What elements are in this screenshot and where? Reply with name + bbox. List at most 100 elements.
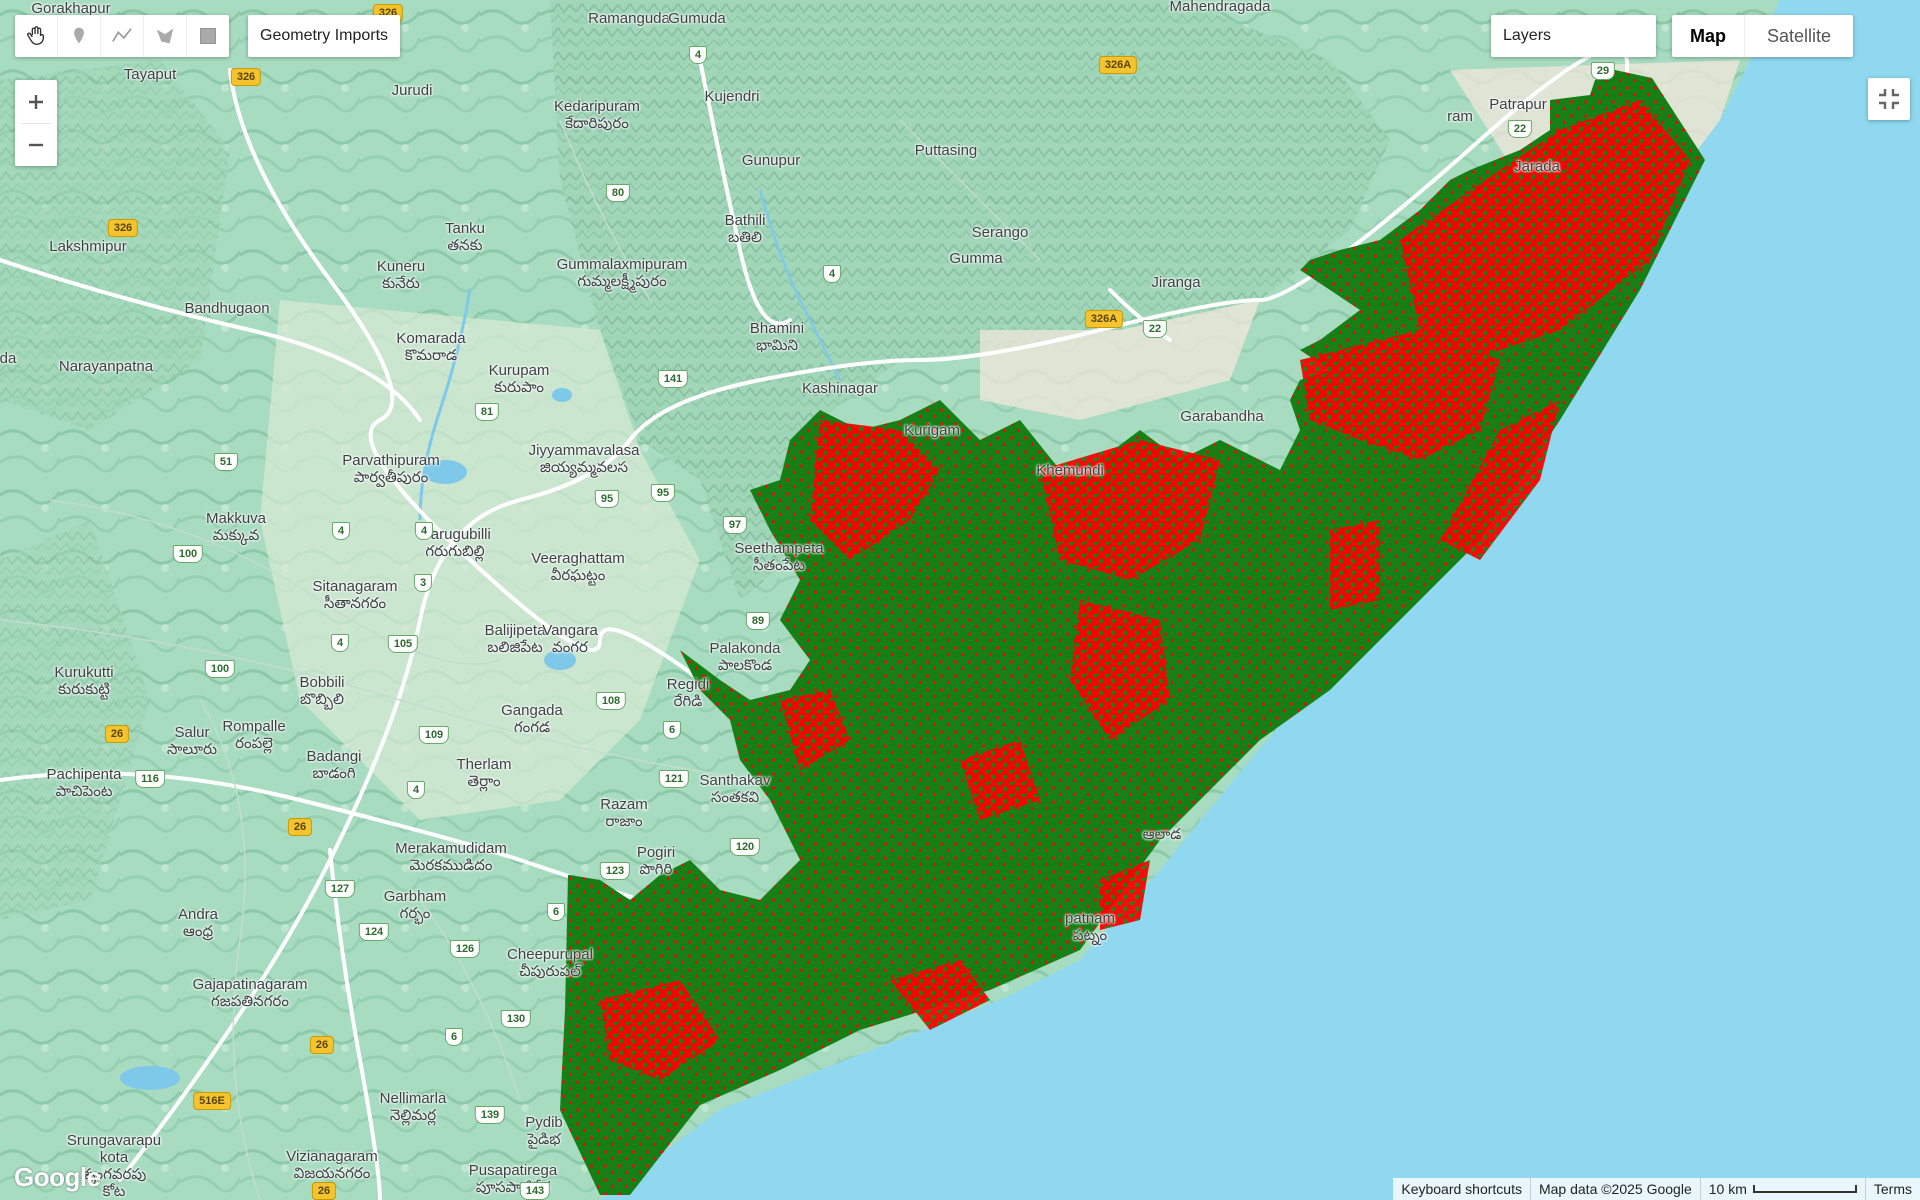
place-label: da	[0, 350, 17, 367]
place-label: Khemundi	[1036, 462, 1104, 479]
road-shield: 95	[650, 484, 676, 502]
place-label: Puttasing	[914, 142, 978, 159]
map-type-satellite-button[interactable]: Satellite	[1744, 15, 1853, 57]
road-shield: 127	[324, 880, 356, 898]
place-label: Merakamudidam మెరకముడిదం	[395, 840, 507, 874]
layers-button[interactable]: Layers	[1491, 15, 1656, 57]
place-label: Serango	[971, 224, 1029, 241]
road-shield: 6	[546, 903, 566, 921]
place-label: Bathili బతిలి	[724, 212, 766, 246]
map-data-attribution: Map data ©2025 Google	[1529, 1178, 1700, 1200]
scale-bar	[1752, 1185, 1857, 1193]
place-label: Rompalle రంపల్లె	[222, 718, 286, 752]
road-shield: 108	[595, 692, 627, 710]
place-label: Pachipenta పాచిపెంట	[46, 766, 122, 800]
place-label: Bhamini భామిని	[749, 320, 805, 354]
road-shield: 80	[605, 184, 631, 202]
place-label: Balijipeta బలిజిపేట	[484, 622, 546, 656]
road-shield: 326	[107, 219, 139, 237]
place-label: Kujendri	[704, 88, 760, 105]
pan-hand-icon[interactable]	[15, 15, 58, 57]
place-label: Garbham గర్భం	[383, 888, 447, 922]
place-label: Srungavarapu kota శృంగవరపు కోట	[66, 1132, 162, 1200]
place-label: Gumma	[949, 250, 1003, 267]
road-shield: 81	[474, 403, 500, 421]
place-label: Badangi బాడంగి	[306, 748, 362, 782]
road-shield: 26	[104, 725, 130, 743]
drawing-toolbar	[15, 15, 229, 57]
scale-indicator[interactable]: 10 km	[1699, 1178, 1865, 1200]
place-label: Tanku తనకు	[444, 220, 486, 254]
place-label: Razam రాజాం	[600, 796, 648, 830]
place-label: Seethampeta సీతంపేట	[734, 540, 824, 574]
place-label: Pydib పైడిభ	[525, 1114, 563, 1148]
road-shield: 4	[688, 46, 708, 64]
draw-line-icon[interactable]	[101, 15, 144, 57]
place-label: Kuneru కునేరు	[376, 258, 426, 292]
place-label: Gajapatinagaram గజపతినగరం	[192, 976, 308, 1010]
place-label: Jarada	[1514, 158, 1560, 175]
place-label: ram	[1447, 108, 1473, 125]
draw-polygon-icon[interactable]	[144, 15, 187, 57]
place-label: Pogiri పొగిరి	[636, 844, 676, 878]
minus-icon	[29, 143, 43, 146]
place-label: Kurupam కురుపాం	[488, 362, 550, 396]
road-shield: 26	[309, 1036, 335, 1054]
place-label: Bobbili బొబ్బిలి	[299, 674, 345, 708]
road-shield: 89	[745, 612, 771, 630]
place-label: Patrapur	[1489, 96, 1547, 113]
place-label: ఆలాడ	[1142, 826, 1182, 843]
place-label: Garugubilli గరుగుబిల్లి	[419, 526, 491, 560]
place-label: Gummalaxmipuram గుమ్మలక్ష్మీపురం	[556, 256, 688, 290]
road-shield: 124	[358, 923, 390, 941]
place-label: Kurukutti కురుకుట్టి	[54, 664, 114, 698]
place-label: Nellimarla నెల్లిమర్ల	[379, 1090, 447, 1124]
scale-label: 10 km	[1708, 1181, 1747, 1197]
place-label: Veeraghattam వీరఘట్టం	[531, 550, 625, 584]
place-label: Komarada కొమరాడ	[396, 330, 466, 364]
road-shield: 95	[594, 490, 620, 508]
road-shield: 143	[519, 1182, 551, 1200]
road-shield: 3	[413, 574, 433, 592]
place-label: Sitanagaram సీతానగరం	[312, 578, 398, 612]
road-shield: 326A	[1098, 56, 1138, 74]
zoom-out-button[interactable]	[15, 123, 57, 166]
road-shield: 100	[204, 660, 236, 678]
fullscreen-button[interactable]	[1868, 78, 1910, 120]
place-label: Kurigam	[904, 422, 960, 439]
point-marker-icon[interactable]	[58, 15, 101, 57]
draw-rectangle-icon[interactable]	[187, 15, 229, 57]
place-label: Tayaput	[123, 66, 177, 83]
place-label: Parvathipuram పార్వతీపురం	[342, 452, 440, 486]
road-shield: 105	[387, 635, 419, 653]
map-type-control: Map Satellite	[1672, 15, 1854, 57]
place-label: Palakonda పాలకొండ	[709, 640, 781, 674]
road-shield: 6	[662, 721, 682, 739]
road-shield: 121	[658, 770, 690, 788]
place-label: Vangara వంగర	[542, 622, 598, 656]
terms-link[interactable]: Terms	[1864, 1178, 1920, 1200]
place-label: Garabandha	[1180, 408, 1264, 425]
road-shield: 326	[230, 68, 262, 86]
road-shield: 4	[331, 522, 351, 540]
zoom-in-button[interactable]	[15, 80, 57, 123]
geometry-imports-button[interactable]: Geometry Imports	[248, 15, 401, 57]
place-label: Makkuva మక్కువ	[205, 510, 267, 544]
google-logo: Google	[14, 1162, 101, 1192]
map-type-map-button[interactable]: Map	[1690, 25, 1726, 46]
keyboard-shortcuts-link[interactable]: Keyboard shortcuts	[1401, 1181, 1522, 1197]
place-label: Cheepurupal చీపురుపల్	[507, 946, 593, 980]
road-shield: 4	[414, 522, 434, 540]
road-shield: 29	[1590, 62, 1616, 80]
road-shield: 123	[599, 862, 631, 880]
place-label: Therlam తెర్లాం	[456, 756, 512, 790]
place-label: Gunupur	[741, 152, 801, 169]
road-shield: 109	[418, 726, 450, 744]
road-shield: 4	[406, 781, 426, 799]
place-label: Mahendragada	[1169, 0, 1271, 15]
road-shield: 326A	[1084, 310, 1124, 328]
place-label: Vizianagaram విజయనగరం	[286, 1148, 378, 1182]
place-label: Regidi రేగిడి	[666, 676, 710, 710]
